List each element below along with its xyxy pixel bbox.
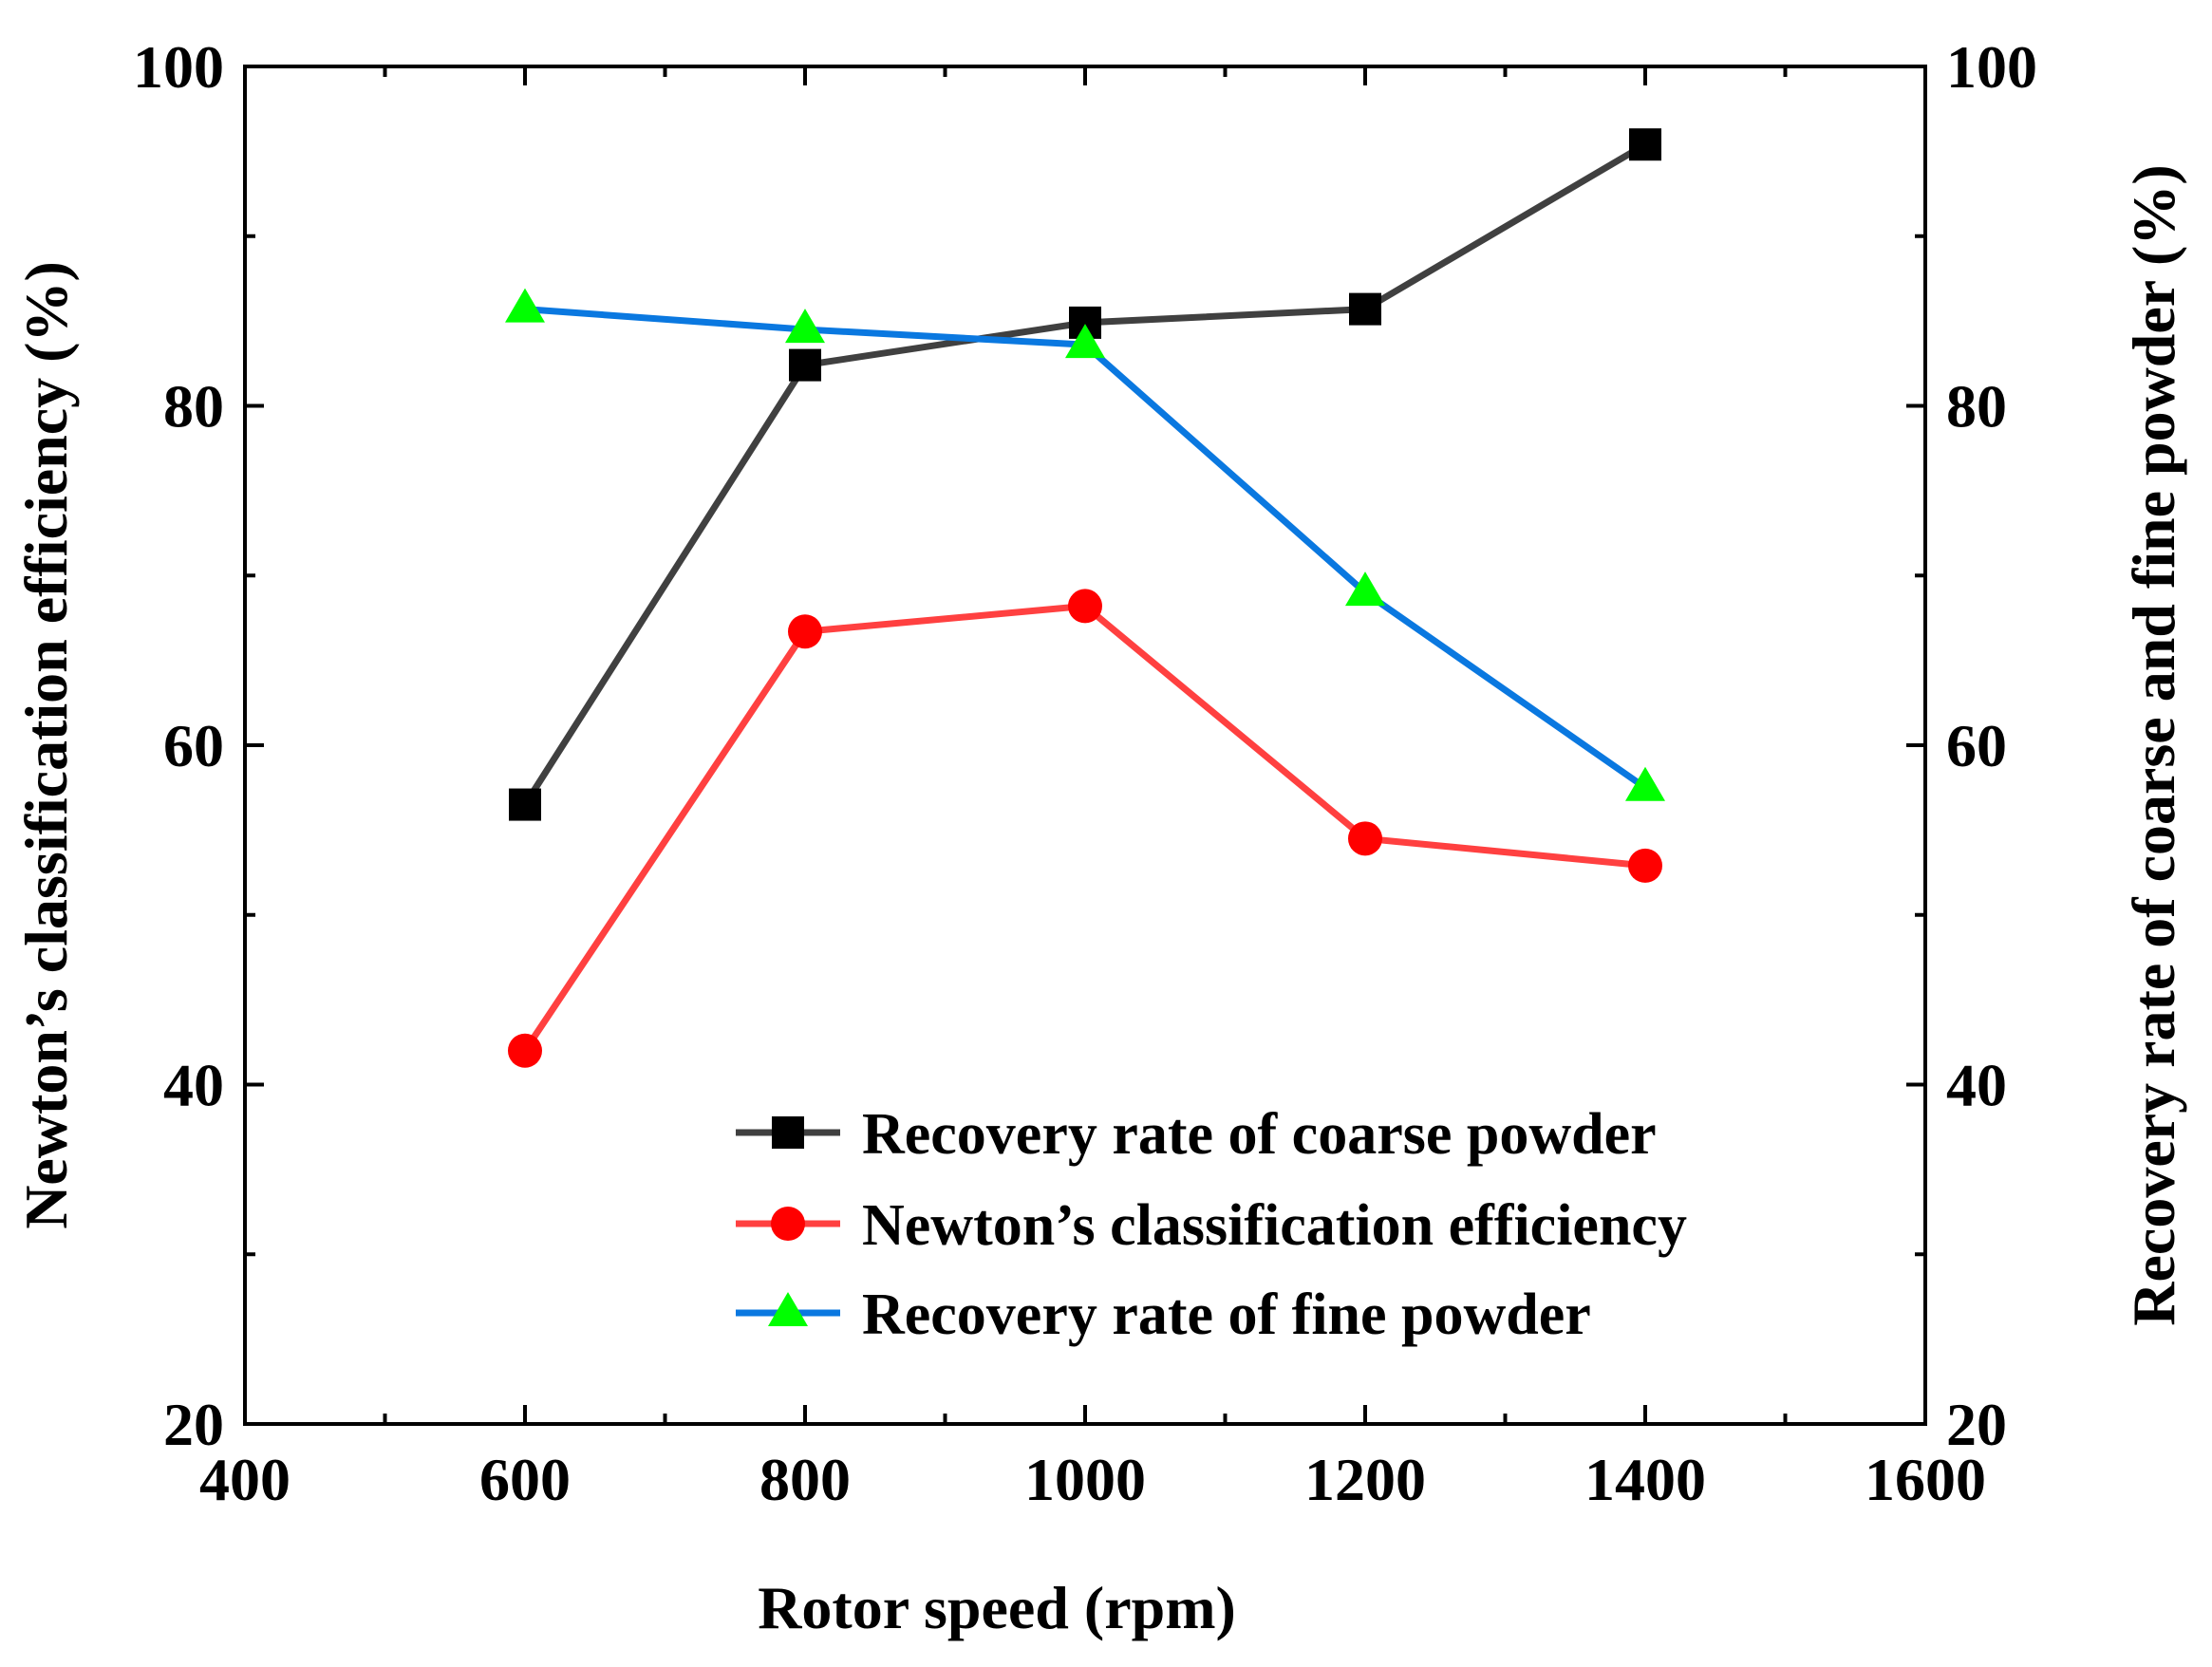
y-axis-title-left: Newton’s classification efficiency (%) bbox=[12, 261, 80, 1229]
y-tick-label-left: 100 bbox=[133, 33, 224, 101]
data-point-triangle bbox=[1625, 766, 1665, 801]
y-tick-label-right: 40 bbox=[1946, 1052, 2007, 1119]
x-axis-title: Rotor speed (rpm) bbox=[758, 1574, 1236, 1641]
legend-label-newton: Newton’s classification efficiency bbox=[862, 1193, 1687, 1258]
y-tick-label-left: 80 bbox=[163, 373, 224, 440]
y-tick-label-left: 60 bbox=[163, 712, 224, 779]
y-axis-title-right: Recovery rate of coarse and fine powder … bbox=[2120, 164, 2187, 1325]
y-tick-label-left: 40 bbox=[163, 1052, 224, 1119]
x-tick-label: 1400 bbox=[1584, 1446, 1706, 1513]
series-layer bbox=[505, 128, 1665, 1068]
legend-label-coarse: Recovery rate of coarse powder bbox=[862, 1102, 1657, 1167]
legend-entry-newton: Newton’s classification efficiency bbox=[736, 1193, 1687, 1258]
data-point-triangle bbox=[1345, 571, 1385, 607]
x-tick-label: 400 bbox=[199, 1446, 291, 1513]
data-point-circle bbox=[1348, 821, 1382, 856]
x-tick-label: 1600 bbox=[1865, 1446, 1986, 1513]
data-point-circle bbox=[508, 1033, 542, 1068]
data-point-triangle bbox=[1065, 324, 1105, 359]
square-marker-icon bbox=[772, 1116, 804, 1149]
circle-marker-icon bbox=[771, 1207, 805, 1241]
data-point-circle bbox=[1628, 848, 1662, 883]
legend: Recovery rate of coarse powder Newton’s … bbox=[736, 1102, 1687, 1347]
data-point-square bbox=[509, 788, 541, 821]
data-point-circle bbox=[788, 614, 822, 649]
x-tick-label: 1200 bbox=[1304, 1446, 1426, 1513]
triangle-marker-icon bbox=[768, 1292, 808, 1326]
data-point-triangle bbox=[505, 288, 545, 323]
x-tick-label: 1000 bbox=[1024, 1446, 1146, 1513]
series-line-0 bbox=[522, 141, 1647, 807]
data-point-square bbox=[1349, 292, 1381, 326]
y-tick-label-right: 60 bbox=[1946, 712, 2007, 779]
x-tick-label: 600 bbox=[479, 1446, 571, 1513]
y-tick-label-right: 100 bbox=[1946, 33, 2037, 101]
data-point-triangle bbox=[785, 309, 825, 344]
legend-entry-coarse: Recovery rate of coarse powder bbox=[736, 1102, 1657, 1167]
y-tick-label-right: 80 bbox=[1946, 373, 2007, 440]
data-point-square bbox=[1629, 128, 1661, 161]
data-point-square bbox=[789, 348, 821, 382]
axis-ticks bbox=[243, 65, 1927, 1426]
series-line-2 bbox=[524, 306, 1648, 791]
data-point-circle bbox=[1068, 589, 1102, 624]
legend-entry-fine: Recovery rate of fine powder bbox=[736, 1283, 1591, 1347]
y-tick-label-left: 20 bbox=[163, 1391, 224, 1458]
x-tick-label: 800 bbox=[759, 1446, 851, 1513]
y-tick-label-right: 20 bbox=[1946, 1391, 2007, 1458]
legend-label-fine: Recovery rate of fine powder bbox=[862, 1283, 1591, 1347]
